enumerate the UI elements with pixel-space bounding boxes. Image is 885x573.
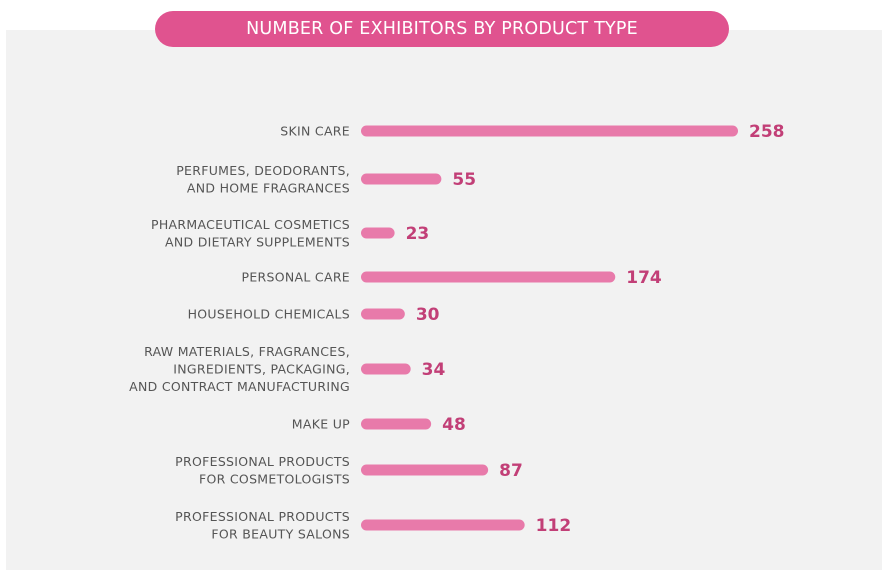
value-label-8: 112	[536, 516, 572, 536]
category-label-4: HOUSEHOLD CHEMICALS	[188, 307, 350, 322]
category-label-0: SKIN CARE	[280, 124, 350, 139]
value-label-1: 55	[452, 170, 476, 190]
value-label-0: 258	[749, 122, 785, 142]
bar-0	[361, 125, 738, 137]
category-label-8: PROFESSIONAL PRODUCTS FOR BEAUTY SALONS	[175, 509, 350, 542]
category-label-6: MAKE UP	[292, 417, 350, 432]
value-label-5: 34	[422, 360, 446, 380]
chart-title: NUMBER OF EXHIBITORS BY PRODUCT TYPE	[155, 11, 729, 47]
value-label-2: 23	[406, 224, 430, 244]
bar-1	[361, 173, 442, 185]
chart-panel	[6, 30, 882, 570]
category-label-5: RAW MATERIALS, FRAGRANCES, INGREDIENTS, P…	[129, 344, 350, 394]
category-label-2: PHARMACEUTICAL COSMETICS AND DIETARY SUPP…	[151, 217, 350, 250]
bar-5	[361, 363, 411, 375]
category-label-7: PROFESSIONAL PRODUCTS FOR COSMETOLOGISTS	[175, 454, 350, 487]
bar-4	[361, 308, 405, 320]
value-label-7: 87	[499, 461, 523, 481]
value-label-3: 174	[626, 268, 662, 288]
bar-8	[361, 519, 525, 531]
bar-3	[361, 271, 616, 283]
value-label-6: 48	[442, 415, 466, 435]
category-label-3: PERSONAL CARE	[242, 270, 351, 285]
bar-2	[361, 227, 395, 239]
bar-7	[361, 464, 489, 476]
value-label-4: 30	[416, 305, 440, 325]
category-label-1: PERFUMES, DEODORANTS, AND HOME FRAGRANCES	[176, 163, 350, 196]
bar-6	[361, 418, 432, 430]
